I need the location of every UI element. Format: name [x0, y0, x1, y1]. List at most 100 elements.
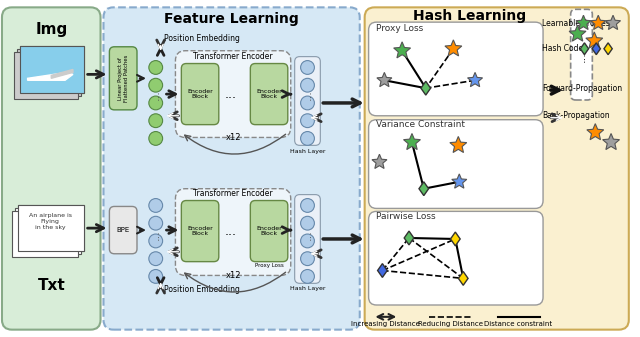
Polygon shape — [377, 72, 392, 87]
Polygon shape — [586, 32, 603, 48]
Polygon shape — [604, 43, 612, 55]
FancyBboxPatch shape — [109, 47, 137, 110]
Text: Hash Learning: Hash Learning — [413, 9, 525, 23]
FancyBboxPatch shape — [14, 52, 78, 99]
Text: Pairwise Loss: Pairwise Loss — [376, 212, 436, 221]
Polygon shape — [452, 174, 467, 188]
Text: Hash Code: Hash Code — [542, 44, 583, 53]
FancyBboxPatch shape — [109, 207, 137, 254]
Text: Learnable Proxies: Learnable Proxies — [542, 19, 610, 28]
FancyBboxPatch shape — [365, 7, 629, 330]
Polygon shape — [603, 133, 620, 150]
FancyBboxPatch shape — [15, 208, 81, 254]
Text: Variance Constraint: Variance Constraint — [376, 120, 465, 129]
FancyBboxPatch shape — [250, 64, 288, 125]
Circle shape — [149, 252, 163, 266]
FancyBboxPatch shape — [20, 46, 84, 93]
FancyBboxPatch shape — [181, 201, 219, 262]
Circle shape — [149, 96, 163, 110]
Polygon shape — [372, 154, 387, 168]
FancyBboxPatch shape — [369, 211, 543, 305]
Circle shape — [301, 216, 314, 230]
Polygon shape — [419, 182, 429, 195]
Circle shape — [301, 131, 314, 145]
Text: Transformer Encoder: Transformer Encoder — [193, 189, 273, 198]
Circle shape — [301, 234, 314, 248]
Text: Back-Propagation: Back-Propagation — [542, 111, 610, 120]
Polygon shape — [450, 136, 467, 153]
Polygon shape — [451, 232, 460, 246]
Text: Distance constraint: Distance constraint — [484, 321, 552, 327]
Text: Encoder
Block: Encoder Block — [256, 226, 282, 237]
Text: Position Embedding: Position Embedding — [164, 34, 240, 43]
Text: An airplane is
Flying
in the sky: An airplane is Flying in the sky — [29, 213, 72, 229]
Text: Encoder
Block: Encoder Block — [256, 89, 282, 99]
FancyBboxPatch shape — [18, 206, 84, 251]
Text: ...: ... — [225, 88, 237, 100]
FancyBboxPatch shape — [2, 7, 100, 330]
FancyBboxPatch shape — [17, 49, 81, 96]
Polygon shape — [580, 43, 589, 55]
Polygon shape — [404, 133, 420, 150]
Text: ...: ... — [303, 89, 312, 99]
Polygon shape — [404, 231, 414, 245]
Text: Reducing Distance: Reducing Distance — [418, 321, 483, 327]
Circle shape — [149, 114, 163, 128]
Polygon shape — [605, 15, 621, 30]
Text: ...: ... — [225, 224, 237, 238]
Text: ...: ... — [303, 229, 312, 241]
Text: Encoder
Block: Encoder Block — [187, 89, 213, 99]
FancyBboxPatch shape — [104, 7, 360, 330]
Polygon shape — [378, 264, 387, 277]
Polygon shape — [468, 72, 483, 87]
Polygon shape — [458, 272, 468, 285]
Circle shape — [301, 114, 314, 128]
Text: Hash Layer: Hash Layer — [290, 286, 325, 291]
Polygon shape — [421, 81, 431, 95]
Polygon shape — [394, 42, 410, 58]
FancyBboxPatch shape — [20, 46, 84, 93]
Circle shape — [149, 78, 163, 92]
Circle shape — [301, 96, 314, 110]
Text: Proxy Loss: Proxy Loss — [376, 24, 424, 33]
FancyBboxPatch shape — [250, 201, 288, 262]
Text: Forward-Propagation: Forward-Propagation — [542, 84, 622, 93]
FancyBboxPatch shape — [175, 51, 291, 137]
Text: Proxy Loss: Proxy Loss — [255, 263, 284, 268]
Text: Encoder
Block: Encoder Block — [187, 226, 213, 237]
Circle shape — [149, 61, 163, 74]
Polygon shape — [592, 43, 600, 55]
Text: Position Embedding: Position Embedding — [164, 285, 240, 294]
Text: BPE: BPE — [116, 227, 130, 233]
Circle shape — [301, 252, 314, 266]
Text: Img: Img — [35, 22, 67, 36]
FancyBboxPatch shape — [294, 195, 320, 283]
Polygon shape — [576, 15, 591, 30]
FancyBboxPatch shape — [294, 57, 320, 145]
Circle shape — [149, 216, 163, 230]
Circle shape — [149, 131, 163, 145]
Text: Hash Layer: Hash Layer — [290, 149, 325, 154]
Polygon shape — [591, 15, 605, 30]
Text: Increasing Distance: Increasing Distance — [351, 321, 420, 327]
FancyBboxPatch shape — [12, 211, 78, 257]
FancyBboxPatch shape — [175, 189, 291, 275]
Text: Linear Project of
Flattened Patches: Linear Project of Flattened Patches — [118, 55, 129, 102]
Circle shape — [301, 270, 314, 283]
Circle shape — [301, 61, 314, 74]
Text: ...: ... — [151, 89, 161, 99]
Circle shape — [149, 234, 163, 248]
Circle shape — [301, 198, 314, 212]
Circle shape — [149, 198, 163, 212]
Text: ...: ... — [577, 51, 586, 62]
Circle shape — [301, 78, 314, 92]
FancyBboxPatch shape — [369, 120, 543, 208]
Polygon shape — [28, 72, 73, 80]
Text: Txt: Txt — [37, 278, 65, 293]
Circle shape — [149, 270, 163, 283]
Text: x12: x12 — [226, 271, 241, 280]
Text: x12: x12 — [226, 133, 241, 142]
FancyBboxPatch shape — [181, 64, 219, 125]
Polygon shape — [569, 25, 586, 41]
Polygon shape — [445, 40, 462, 56]
